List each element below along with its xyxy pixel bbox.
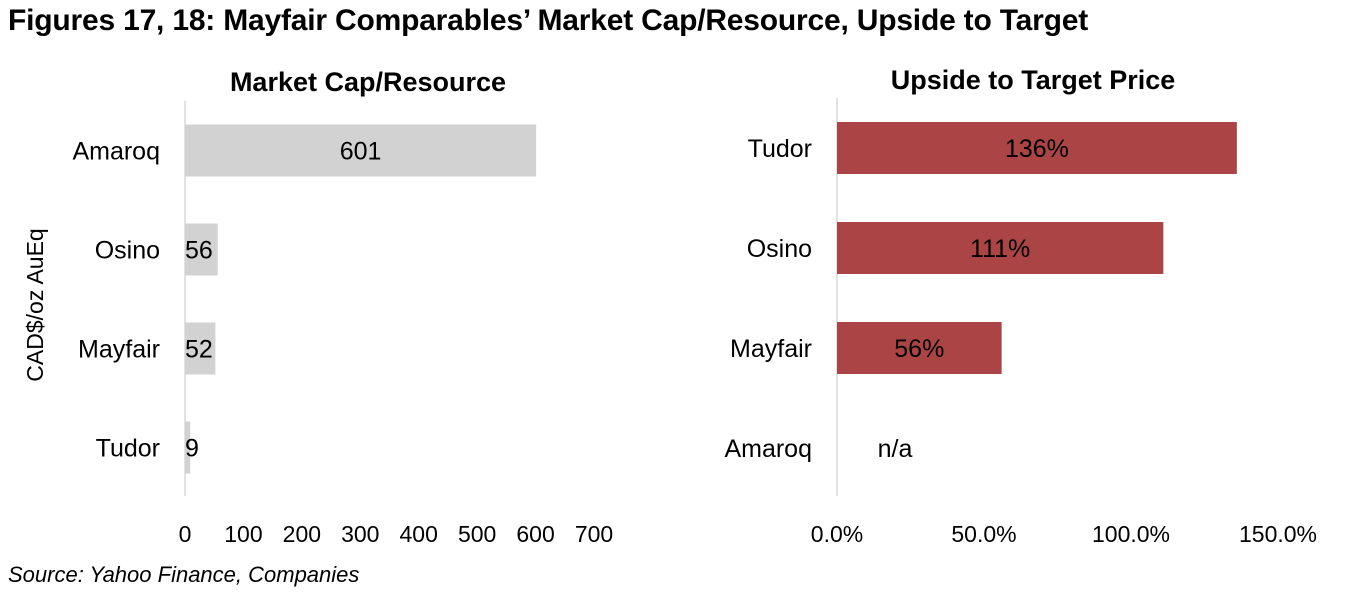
category-label: Mayfair (730, 335, 812, 363)
bar (185, 421, 191, 474)
data-label: 56% (894, 335, 944, 363)
data-label: 52 (185, 336, 213, 364)
category-label: Osino (747, 235, 812, 263)
x-tick-label: 700 (575, 521, 613, 547)
x-tick-label: 0.0% (811, 521, 863, 547)
x-tick-label: 400 (400, 521, 438, 547)
x-tick-label: 300 (341, 521, 379, 547)
category-label: Tudor (96, 435, 160, 463)
data-label: 136% (1005, 135, 1069, 163)
source-note: Source: Yahoo Finance, Companies (8, 562, 360, 587)
data-label: 111% (970, 235, 1030, 263)
data-label: 56 (185, 237, 213, 265)
x-tick-label: 50.0% (951, 521, 1016, 547)
bar (837, 322, 1002, 374)
category-label: Tudor (748, 135, 812, 163)
bar (185, 322, 216, 375)
y-axis-label: CAD$/oz AuEq (22, 228, 48, 381)
x-tick-label: 0 (179, 521, 192, 547)
chart-market-cap-resource: Market Cap/Resource CAD$/oz AuEq Amaroq 601… (22, 67, 613, 547)
x-tick-label: 150.0% (1239, 521, 1317, 547)
chart-title: Upside to Target Price (891, 65, 1176, 95)
x-tick-label: 200 (283, 521, 321, 547)
bar (837, 222, 1164, 274)
category-label: Mayfair (78, 336, 160, 364)
bar (185, 124, 537, 177)
category-label: Osino (95, 237, 160, 265)
x-tick-label: 600 (516, 521, 554, 547)
bar (185, 223, 218, 276)
chart-title: Market Cap/Resource (230, 67, 506, 97)
data-label: 601 (340, 138, 382, 166)
category-label: Amaroq (724, 435, 812, 463)
category-label: Amaroq (72, 138, 160, 166)
bar (837, 122, 1237, 174)
figure-title: Figures 17, 18: Mayfair Comparables’ Mar… (8, 4, 1088, 37)
x-tick-label: 500 (458, 521, 496, 547)
data-label: n/a (878, 435, 913, 463)
x-tick-label: 100 (224, 521, 262, 547)
data-label: 9 (185, 435, 199, 463)
chart-upside-target: Upside to Target Price Tudor 136% Osino 111%… (724, 65, 1317, 547)
x-tick-label: 100.0% (1092, 521, 1170, 547)
